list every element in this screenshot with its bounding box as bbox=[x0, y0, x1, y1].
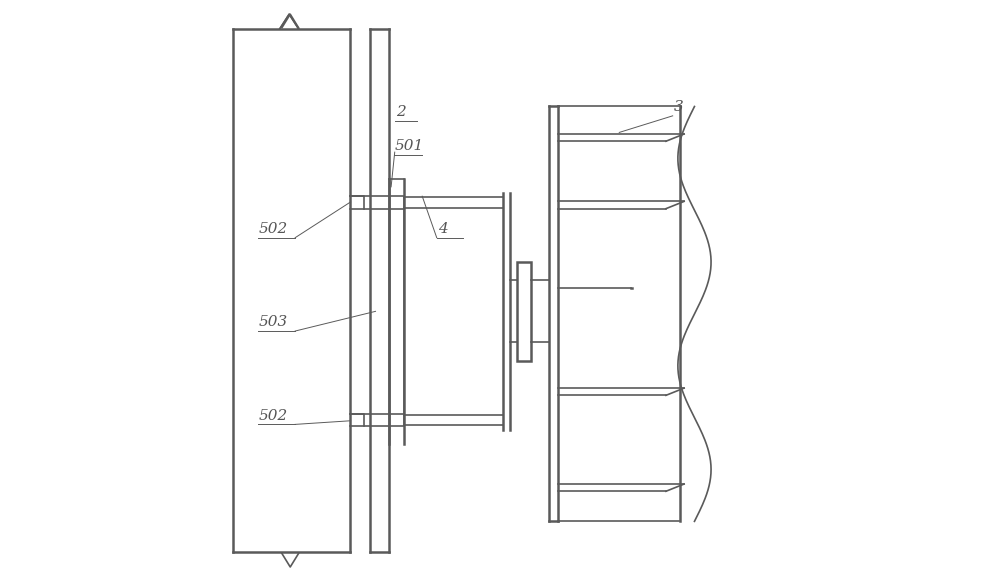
Text: 502: 502 bbox=[259, 222, 288, 236]
Polygon shape bbox=[517, 262, 531, 361]
Text: 503: 503 bbox=[259, 316, 288, 329]
Text: 2: 2 bbox=[396, 105, 406, 119]
Text: 502: 502 bbox=[259, 409, 288, 423]
Text: 501: 501 bbox=[395, 139, 424, 153]
Text: 3: 3 bbox=[674, 100, 683, 114]
Text: 4: 4 bbox=[438, 222, 448, 236]
